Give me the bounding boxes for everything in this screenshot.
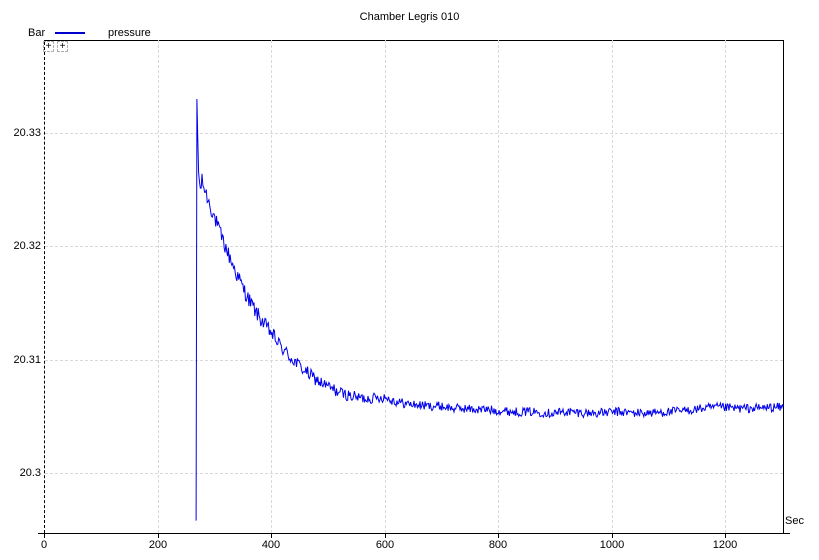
crosshair-cursor-marker-1[interactable]: + xyxy=(43,41,54,52)
gridline-vertical xyxy=(385,40,386,533)
x-tick-label: 600 xyxy=(375,539,395,551)
plot-border-top xyxy=(44,40,784,41)
page-title: Chamber Legris 010 xyxy=(359,11,460,23)
x-tick-mark xyxy=(44,534,45,538)
x-axis-unit-label: Sec xyxy=(785,515,804,527)
crosshair-cursor-marker-2[interactable]: + xyxy=(57,41,68,52)
x-tick-label: 400 xyxy=(261,539,281,551)
legend-line-swatch xyxy=(55,32,85,34)
gridline-vertical xyxy=(725,40,726,533)
y-tick-label: 20.3 xyxy=(19,467,41,479)
gridline-vertical xyxy=(612,40,613,533)
x-tick-label: 1000 xyxy=(599,539,625,551)
gridline-horizontal xyxy=(45,133,783,134)
gridline-horizontal xyxy=(45,473,783,474)
x-tick-mark xyxy=(271,534,272,538)
x-tick-label: 800 xyxy=(488,539,508,551)
x-tick-label: 1200 xyxy=(712,539,738,551)
gridline-horizontal xyxy=(45,246,783,247)
x-tick-mark xyxy=(498,534,499,538)
x-axis-line xyxy=(38,533,790,534)
x-tick-mark xyxy=(158,534,159,538)
plot-border-right xyxy=(783,40,784,533)
y-axis-unit-label: Bar xyxy=(28,27,46,39)
gridline-horizontal xyxy=(45,360,783,361)
y-tick-label: 20.32 xyxy=(13,240,41,252)
x-tick-mark xyxy=(385,534,386,538)
legend-series-label: pressure xyxy=(108,27,151,39)
y-tick-label: 20.33 xyxy=(13,127,41,139)
gridline-vertical xyxy=(498,40,499,533)
gridline-vertical xyxy=(158,40,159,533)
gridline-vertical xyxy=(271,40,272,533)
x-tick-label: 200 xyxy=(148,539,168,551)
x-tick-label: 0 xyxy=(40,539,48,551)
x-tick-mark xyxy=(612,534,613,538)
y-tick-label: 20.31 xyxy=(13,354,41,366)
x-tick-mark xyxy=(725,534,726,538)
y-axis-dashed-line xyxy=(44,42,45,533)
